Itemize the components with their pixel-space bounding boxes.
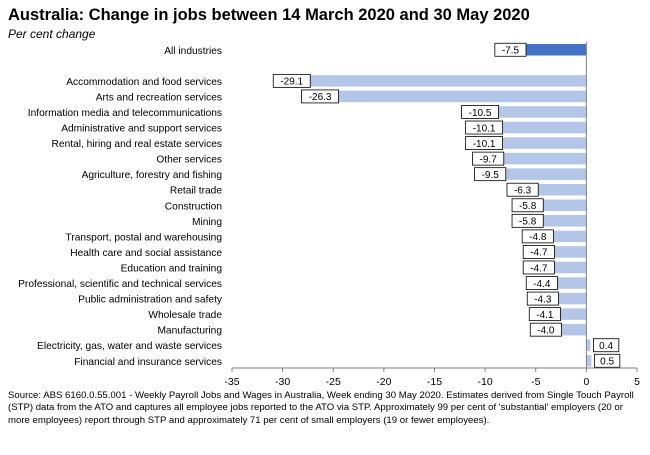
x-tick-label: -30	[275, 376, 290, 388]
data-label: -26.3	[309, 92, 332, 103]
data-label: -7.5	[502, 46, 520, 57]
data-label-box	[506, 182, 539, 197]
bar	[544, 308, 587, 320]
bar	[542, 292, 587, 305]
data-label: -4.3	[534, 294, 552, 305]
bar	[488, 152, 587, 165]
category-label: Rental, hiring and real estate services	[52, 139, 222, 150]
category-label: All industries	[164, 46, 222, 57]
x-tick-label: -5	[531, 376, 540, 388]
data-label-box	[511, 213, 544, 228]
data-label-box	[511, 198, 544, 213]
bar	[545, 323, 587, 336]
data-label-box	[474, 167, 507, 182]
data-label: -4.7	[530, 263, 548, 274]
data-label: -4.0	[537, 325, 555, 336]
bar	[522, 183, 587, 196]
bar	[484, 137, 587, 149]
bar	[480, 106, 587, 118]
data-label: -9.7	[480, 154, 498, 165]
bar	[537, 230, 587, 243]
bar	[291, 75, 587, 87]
data-label-box	[465, 120, 504, 135]
category-label: Information media and telecommunications	[28, 108, 222, 119]
bar	[538, 246, 587, 258]
source-note: Source: ABS 6160.0.55.001 - Weekly Payro…	[8, 390, 634, 426]
data-label-box	[301, 89, 339, 104]
data-label-box	[528, 307, 561, 322]
category-label: Other services	[156, 155, 222, 166]
data-label-box	[525, 276, 558, 290]
x-tick-label: 5	[634, 376, 640, 388]
category-label: Manufacturing	[157, 326, 222, 337]
chart-title: Australia: Change in jobs between 14 Mar…	[8, 6, 530, 24]
x-tick-label: -25	[326, 376, 341, 388]
x-tick-label: 0	[583, 376, 589, 388]
data-label: -4.4	[533, 279, 551, 290]
x-tick-label: -35	[224, 376, 239, 388]
data-label-box	[529, 322, 562, 337]
bar	[484, 121, 587, 134]
category-label: Retail trade	[170, 186, 222, 197]
bar	[527, 199, 587, 212]
category-label: Construction	[165, 201, 222, 212]
data-label: -9.5	[482, 170, 500, 181]
x-tick-label: -10	[478, 376, 493, 388]
bar-chart: All industries -7.5 Accommodation and food…	[18, 42, 640, 388]
bar	[320, 90, 587, 103]
data-label: -10.1	[473, 123, 496, 134]
data-label-box	[494, 42, 527, 57]
category-label: Electricity, gas, water and waste servic…	[37, 341, 222, 352]
bar	[586, 339, 591, 351]
bar	[490, 168, 587, 180]
category-label: Financial and insurance services	[74, 357, 222, 368]
bar	[586, 355, 592, 367]
data-label-box	[522, 245, 555, 259]
data-label: -5.8	[519, 217, 537, 228]
category-label: Administrative and support services	[61, 124, 222, 135]
category-label: Wholesale trade	[148, 310, 222, 321]
data-label-box	[461, 105, 499, 119]
data-label-box	[526, 291, 559, 306]
data-label-box	[522, 260, 555, 275]
category-label: Agriculture, forestry and fishing	[82, 170, 223, 181]
x-tick-label: -20	[376, 376, 391, 388]
bar	[527, 215, 587, 227]
category-label: Mining	[192, 217, 222, 228]
data-label: -4.8	[529, 232, 547, 243]
data-label: 0.5	[600, 357, 614, 368]
data-label: -29.1	[280, 77, 303, 88]
data-label: -6.3	[514, 186, 532, 197]
bar	[541, 277, 587, 289]
x-tick-label: -15	[427, 376, 442, 388]
category-label: Accommodation and food services	[66, 77, 222, 88]
category-label: Public administration and safety	[78, 295, 223, 306]
data-label-box	[465, 136, 504, 150]
category-label: Education and training	[121, 263, 223, 274]
bar	[538, 261, 587, 274]
data-label: -4.1	[536, 310, 554, 321]
category-label: Transport, postal and warehousing	[66, 232, 223, 243]
category-label: Health care and social assistance	[70, 248, 222, 259]
category-label: Professional, scientific and technical s…	[18, 279, 222, 290]
data-label: -10.1	[473, 139, 496, 150]
data-label-box	[593, 338, 620, 353]
data-label-box	[272, 73, 311, 88]
category-label: Arts and recreation services	[96, 92, 222, 103]
data-label: -4.7	[530, 248, 548, 259]
data-label-box	[472, 151, 505, 166]
data-label-box	[594, 353, 621, 368]
data-label: -5.8	[519, 201, 537, 212]
data-label-box	[521, 229, 554, 244]
data-label: -10.5	[469, 108, 492, 119]
data-label: 0.4	[599, 341, 613, 352]
bar	[510, 44, 587, 56]
chart-subtitle: Per cent change	[8, 27, 96, 41]
